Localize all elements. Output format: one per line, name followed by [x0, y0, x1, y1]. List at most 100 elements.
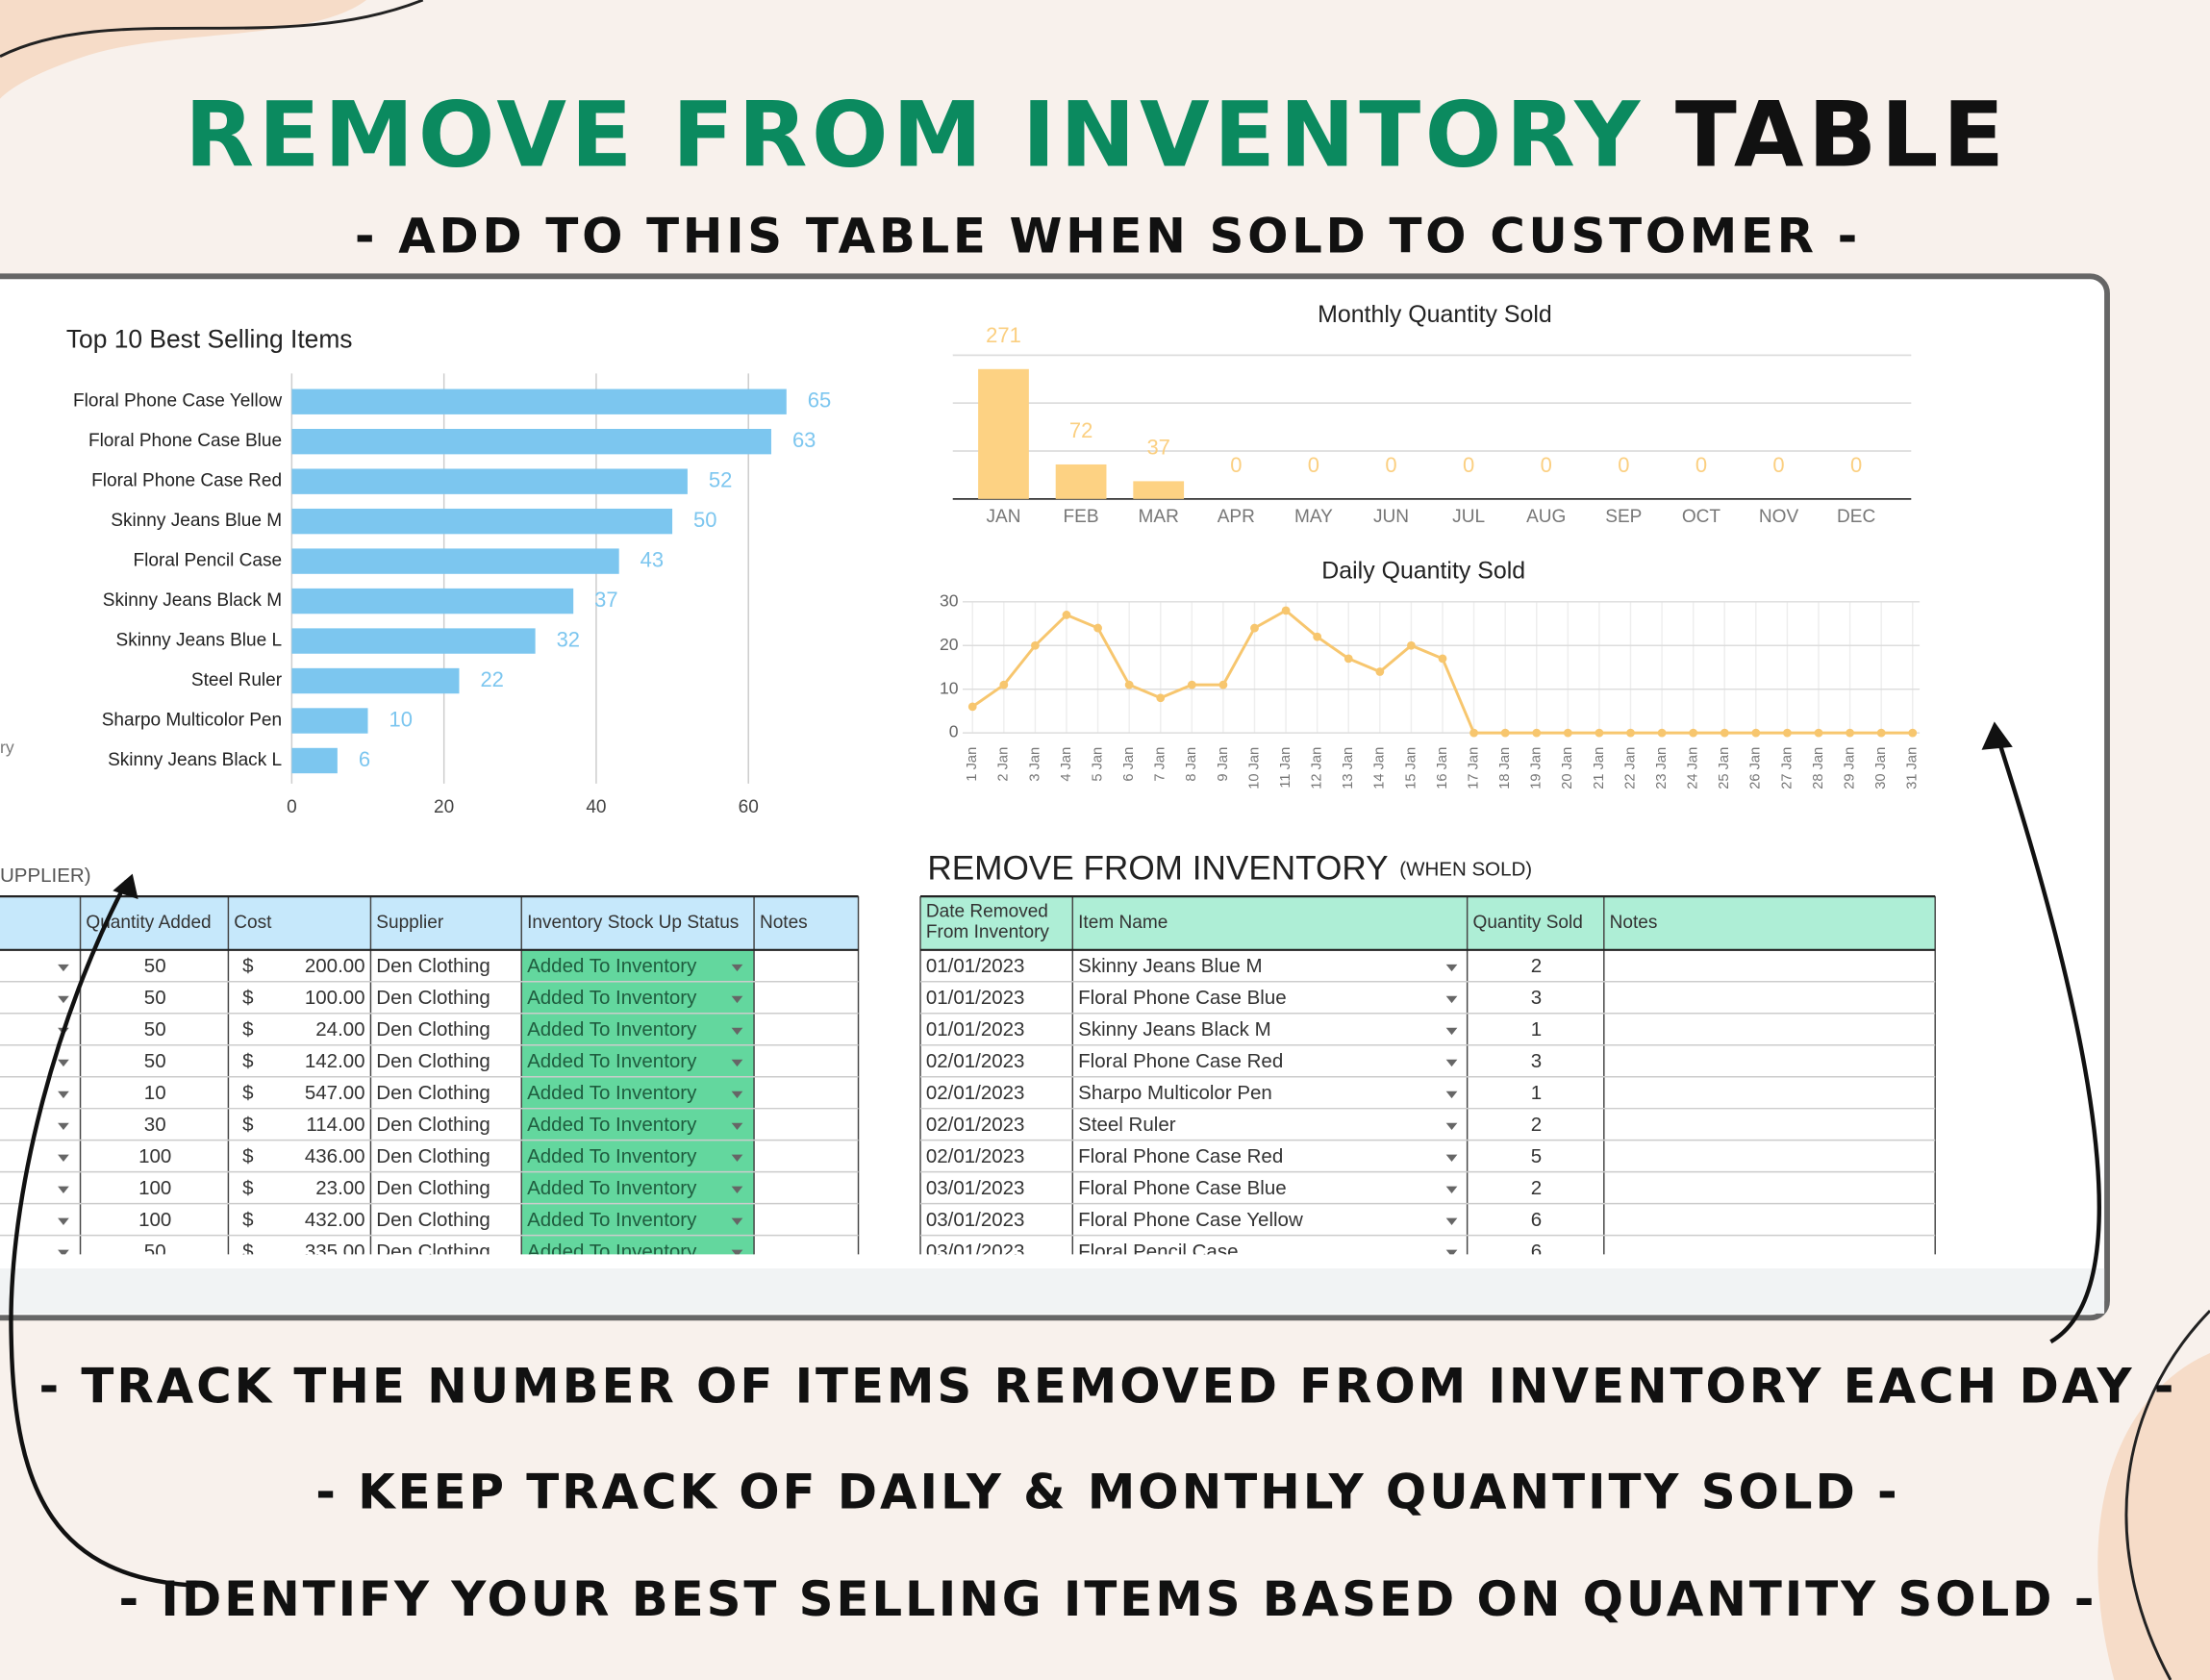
x-tick-label: APR — [1218, 507, 1255, 527]
data-label: 72 — [1069, 418, 1092, 442]
dropdown-arrow[interactable] — [731, 1027, 743, 1036]
point — [1814, 728, 1823, 738]
cell: Floral Phone Case Red — [1078, 1050, 1283, 1072]
point — [1783, 728, 1792, 738]
cell: 50 — [144, 1018, 166, 1041]
cell: Steel Ruler — [1078, 1114, 1176, 1136]
y-tick-label: 20 — [940, 635, 959, 654]
point — [1375, 667, 1385, 676]
cell: 02/01/2023 — [926, 1082, 1025, 1104]
y-tick-label: Steel Ruler — [191, 670, 283, 690]
dropdown-arrow[interactable] — [58, 1217, 69, 1225]
x-tick-label: 2 Jan — [996, 747, 1012, 782]
dropdown-arrow[interactable] — [731, 1059, 743, 1067]
dropdown-arrow[interactable] — [731, 1217, 743, 1225]
dropdown-arrow[interactable] — [58, 1249, 69, 1257]
dropdown-arrow[interactable] — [58, 964, 69, 972]
y-tick-label: Floral Phone Case Blue — [88, 431, 282, 451]
x-tick-label: 29 Jan — [1842, 747, 1857, 790]
cell: $ — [242, 987, 254, 1009]
cell: 03/01/2023 — [926, 1241, 1025, 1263]
arrow — [9, 879, 198, 1588]
data-label: 0 — [1463, 453, 1474, 477]
dropdown-arrow[interactable] — [731, 1091, 743, 1099]
cell: Sharpo Multicolor Pen — [1078, 1082, 1272, 1104]
bar — [1133, 481, 1185, 499]
dropdown-arrow[interactable] — [1445, 1249, 1458, 1257]
dropdown-arrow[interactable] — [1445, 995, 1458, 1004]
dropdown-arrow[interactable] — [58, 1186, 69, 1193]
cell: $ — [242, 955, 254, 977]
status-cell — [521, 1108, 755, 1141]
side-note: ry — [0, 738, 14, 757]
cell: 3 — [1531, 987, 1542, 1009]
cell: $ — [242, 1114, 254, 1136]
cell: $ — [242, 1177, 254, 1199]
x-tick-label: 10 Jan — [1246, 747, 1262, 790]
cell: 100 — [138, 1209, 171, 1231]
bar — [291, 468, 688, 494]
cell: Floral Phone Case Yellow — [1078, 1209, 1303, 1231]
dropdown-arrow[interactable] — [1445, 1154, 1458, 1163]
dropdown-arrow[interactable] — [1445, 1122, 1458, 1131]
dropdown-arrow[interactable] — [1445, 964, 1458, 972]
point — [1031, 640, 1040, 650]
bar — [1055, 464, 1107, 499]
cell: 50 — [144, 1050, 166, 1072]
dropdown-arrow[interactable] — [1445, 1186, 1458, 1193]
bar — [291, 508, 673, 535]
cell: 01/01/2023 — [926, 1018, 1025, 1041]
dropdown-arrow[interactable] — [731, 1186, 743, 1193]
x-tick-label: 24 Jan — [1686, 747, 1701, 790]
point — [1532, 728, 1542, 738]
cell: 335.00 — [305, 1241, 365, 1263]
x-tick-label: NOV — [1759, 507, 1799, 527]
bar — [291, 747, 338, 774]
dropdown-arrow[interactable] — [731, 995, 743, 1004]
data-label: 0 — [1308, 453, 1319, 477]
cell: 03/01/2023 — [926, 1209, 1025, 1231]
x-tick-label: 30 Jan — [1873, 747, 1889, 790]
dropdown-arrow[interactable] — [731, 964, 743, 972]
footer-line: - KEEP TRACK OF DAILY & MONTHLY QUANTITY… — [315, 1464, 1899, 1519]
x-tick-label: 25 Jan — [1717, 747, 1732, 790]
cell: Added To Inventory — [527, 987, 697, 1009]
data-label: 37 — [594, 588, 617, 612]
x-tick-label: 7 Jan — [1153, 747, 1168, 782]
point — [1689, 728, 1698, 738]
dropdown-arrow[interactable] — [1445, 1027, 1458, 1036]
cell: $ — [242, 1209, 254, 1231]
cell: 24.00 — [315, 1018, 364, 1041]
cell: 2 — [1531, 1114, 1542, 1136]
cell: 142.00 — [305, 1050, 365, 1072]
x-tick-label: 20 Jan — [1560, 747, 1575, 790]
cell: 100 — [138, 1145, 171, 1167]
x-tick-label: 23 Jan — [1654, 747, 1670, 790]
dropdown-arrow[interactable] — [1445, 1091, 1458, 1099]
dropdown-arrow[interactable] — [1445, 1059, 1458, 1067]
page-title: REMOVE FROM INVENTORY TABLE — [185, 83, 2008, 188]
x-tick-label: 14 Jan — [1372, 747, 1388, 790]
y-tick-label: Skinny Jeans Blue L — [116, 631, 283, 651]
arrow — [1997, 739, 2101, 1344]
x-tick-label: 28 Jan — [1811, 747, 1826, 790]
status-cell — [521, 1076, 755, 1109]
cell: Added To Inventory — [527, 1018, 697, 1041]
dropdown-arrow[interactable] — [58, 995, 69, 1004]
cell: 114.00 — [306, 1114, 364, 1136]
dropdown-arrow[interactable] — [1445, 1217, 1458, 1225]
y-tick-label: Skinny Jeans Blue M — [111, 511, 282, 531]
point — [1407, 640, 1416, 650]
dropdown-arrow[interactable] — [58, 1091, 69, 1099]
dropdown-arrow[interactable] — [731, 1122, 743, 1131]
dropdown-arrow[interactable] — [731, 1154, 743, 1163]
cell: 432.00 — [305, 1209, 365, 1231]
point — [1908, 728, 1918, 738]
dropdown-arrow[interactable] — [58, 1059, 69, 1067]
dropdown-arrow[interactable] — [58, 1122, 69, 1131]
y-tick-label: Sharpo Multicolor Pen — [102, 711, 282, 731]
dropdown-arrow[interactable] — [58, 1154, 69, 1163]
dropdown-arrow[interactable] — [731, 1249, 743, 1257]
point — [1218, 680, 1228, 690]
